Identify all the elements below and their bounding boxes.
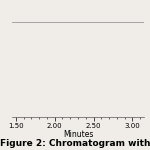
X-axis label: Minutes: Minutes [63,130,93,139]
Text: Figure 2: Chromatogram with optim: Figure 2: Chromatogram with optim [0,140,150,148]
